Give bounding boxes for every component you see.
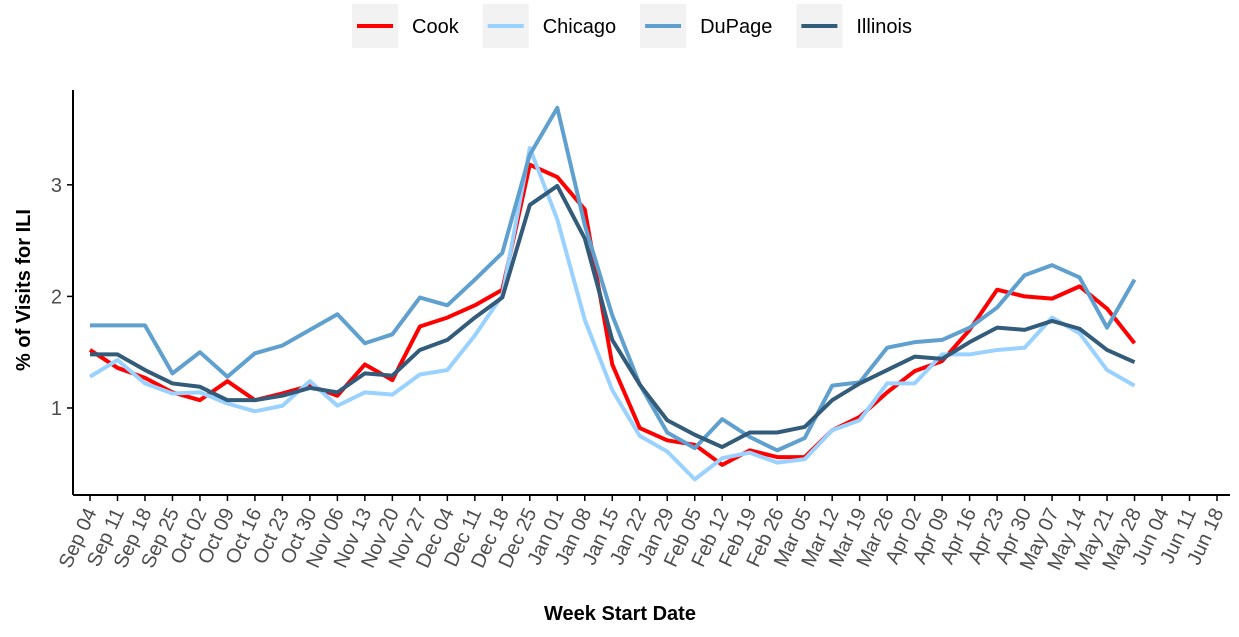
y-axis-title: % of Visits for ILI bbox=[13, 209, 35, 371]
series-line bbox=[90, 105, 1137, 453]
series-line bbox=[90, 183, 1136, 450]
y-tick-label: 2 bbox=[51, 286, 62, 308]
legend-label: Cook bbox=[412, 16, 460, 38]
x-axis-title: Week Start Date bbox=[544, 603, 696, 625]
series-line bbox=[88, 146, 1136, 482]
legend-label: DuPage bbox=[700, 16, 772, 38]
legend: Cook Chicago DuPage Illinois bbox=[352, 4, 912, 48]
y-tick-label: 1 bbox=[51, 398, 62, 420]
y-tick-label: 3 bbox=[51, 175, 62, 197]
legend-label: Illinois bbox=[856, 16, 912, 38]
legend-label: Chicago bbox=[543, 16, 616, 38]
